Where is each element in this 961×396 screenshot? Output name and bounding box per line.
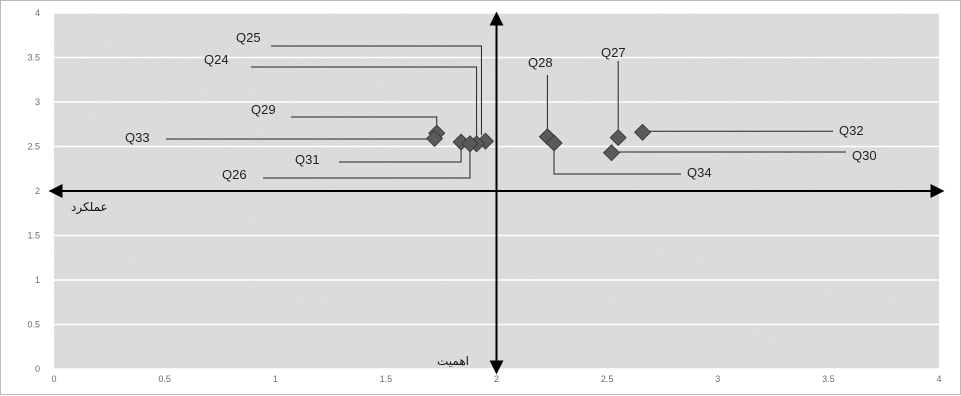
marker-q33: [425, 129, 444, 148]
x-tick-label: 2: [494, 374, 499, 384]
leader-line-q24: [251, 66, 478, 138]
point-label-q33: Q33: [125, 130, 150, 145]
point-label-q25: Q25: [236, 30, 261, 45]
leader-line-q29: [291, 116, 438, 128]
x-tick-label: 4: [936, 374, 941, 384]
marker-q27: [609, 129, 627, 147]
leader-line-q31: [339, 148, 462, 163]
marker-q32: [633, 123, 652, 141]
point-label-q30: Q30: [852, 148, 877, 163]
vertical-axis-title: اهمیت: [437, 354, 469, 368]
point-label-q28: Q28: [528, 55, 553, 70]
horizontal-axis-title: عملکرد: [71, 200, 108, 215]
x-tick-label: 3.5: [822, 374, 835, 384]
y-tick-label: 0.5: [27, 320, 40, 330]
y-tick-label: 1: [35, 275, 40, 285]
marker-q30: [602, 144, 621, 162]
y-tick-label: 3: [35, 97, 40, 107]
y-tick-label: 4: [35, 8, 40, 18]
point-label-q29: Q29: [251, 102, 276, 117]
point-label-q31: Q31: [295, 152, 320, 167]
x-tick-label: 1: [273, 374, 278, 384]
x-tick-label: 0.5: [158, 374, 171, 384]
y-tick-label: 0: [35, 364, 40, 374]
point-label-q32: Q32: [839, 123, 864, 138]
x-tick-label: 3: [715, 374, 720, 384]
point-label-q24: Q24: [204, 52, 229, 67]
point-label-q27: Q27: [601, 45, 626, 60]
leader-line-q26: [263, 149, 471, 179]
y-tick-label: 2.5: [27, 142, 40, 152]
x-tick-label: 0: [51, 374, 56, 384]
x-tick-label: 1.5: [380, 374, 393, 384]
x-tick-label: 2.5: [601, 374, 614, 384]
point-label-q34: Q34: [687, 165, 712, 180]
leader-line-q34: [553, 148, 681, 175]
y-tick-label: 1.5: [27, 231, 40, 241]
leader-line-q25: [271, 45, 482, 136]
marker-q34: [545, 134, 563, 152]
y-tick-label: 3.5: [27, 53, 40, 63]
y-tick-label: 2: [35, 186, 40, 196]
marker-q26: [461, 135, 479, 153]
point-label-q26: Q26: [222, 167, 247, 182]
